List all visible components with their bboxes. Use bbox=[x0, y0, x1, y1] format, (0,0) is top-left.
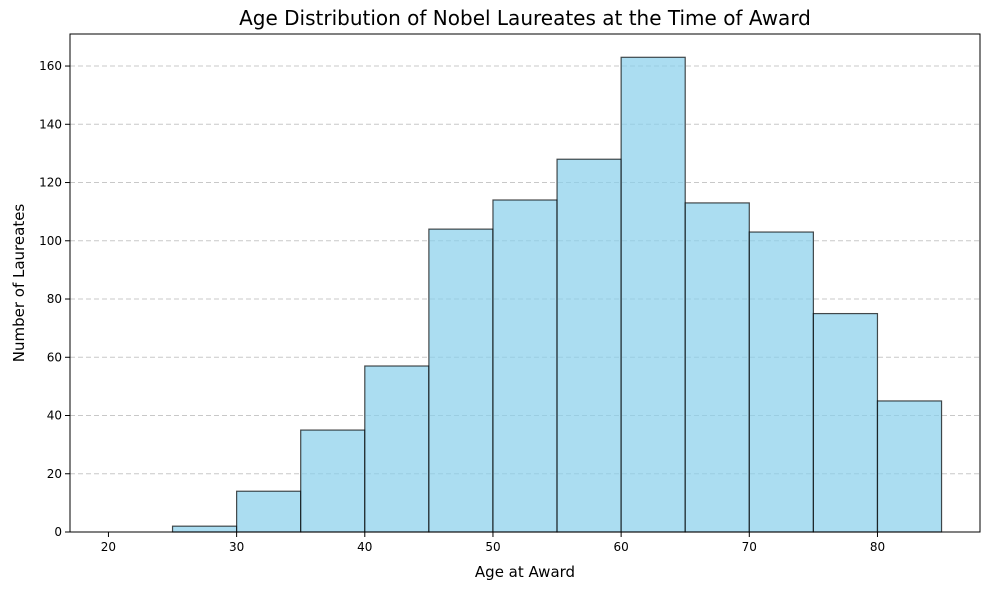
histogram-bar-65-70 bbox=[684, 202, 750, 533]
chart-title: Age Distribution of Nobel Laureates at t… bbox=[239, 6, 811, 30]
x-tick-label-80: 80 bbox=[870, 540, 885, 554]
histogram-bar-55-60 bbox=[556, 158, 622, 533]
y-tick-label-40: 40 bbox=[47, 409, 62, 423]
histogram-bar-60-65 bbox=[620, 56, 686, 533]
histogram-bar-50-55 bbox=[492, 199, 558, 533]
x-tick-label-50: 50 bbox=[485, 540, 500, 554]
y-tick-label-100: 100 bbox=[39, 234, 62, 248]
histogram-bar-25-30 bbox=[171, 525, 238, 533]
histogram-bar-75-80 bbox=[812, 312, 879, 533]
x-tick-label-30: 30 bbox=[229, 540, 244, 554]
y-axis-label: Number of Laureates bbox=[10, 204, 28, 363]
x-axis-label: Age at Award bbox=[475, 563, 575, 581]
y-tick-label-160: 160 bbox=[39, 59, 62, 73]
y-tick-label-120: 120 bbox=[39, 176, 62, 190]
bars-layer bbox=[171, 56, 943, 533]
y-tick-label-0: 0 bbox=[54, 525, 62, 539]
x-axis-ticks: 20 30 40 50 60 70 80 bbox=[101, 532, 885, 554]
axes-frame bbox=[69, 33, 981, 533]
y-tick-label-140: 140 bbox=[39, 117, 62, 131]
x-tick-label-60: 60 bbox=[613, 540, 628, 554]
histogram-bar-80-85 bbox=[876, 400, 943, 533]
histogram-bar-40-45 bbox=[364, 365, 430, 533]
y-tick-label-60: 60 bbox=[47, 350, 62, 364]
x-tick-label-40: 40 bbox=[357, 540, 372, 554]
histogram-bar-35-40 bbox=[300, 429, 366, 533]
histogram-bar-70-75 bbox=[748, 231, 814, 533]
x-tick-label-20: 20 bbox=[101, 540, 116, 554]
y-axis-ticks: 0 20 40 60 80 100 120 140 160 bbox=[39, 59, 70, 539]
y-tick-label-80: 80 bbox=[47, 292, 62, 306]
y-tick-label-20: 20 bbox=[47, 467, 62, 481]
histogram-bar-45-50 bbox=[428, 228, 494, 533]
histogram-bar-30-35 bbox=[236, 490, 302, 533]
x-tick-label-70: 70 bbox=[742, 540, 757, 554]
